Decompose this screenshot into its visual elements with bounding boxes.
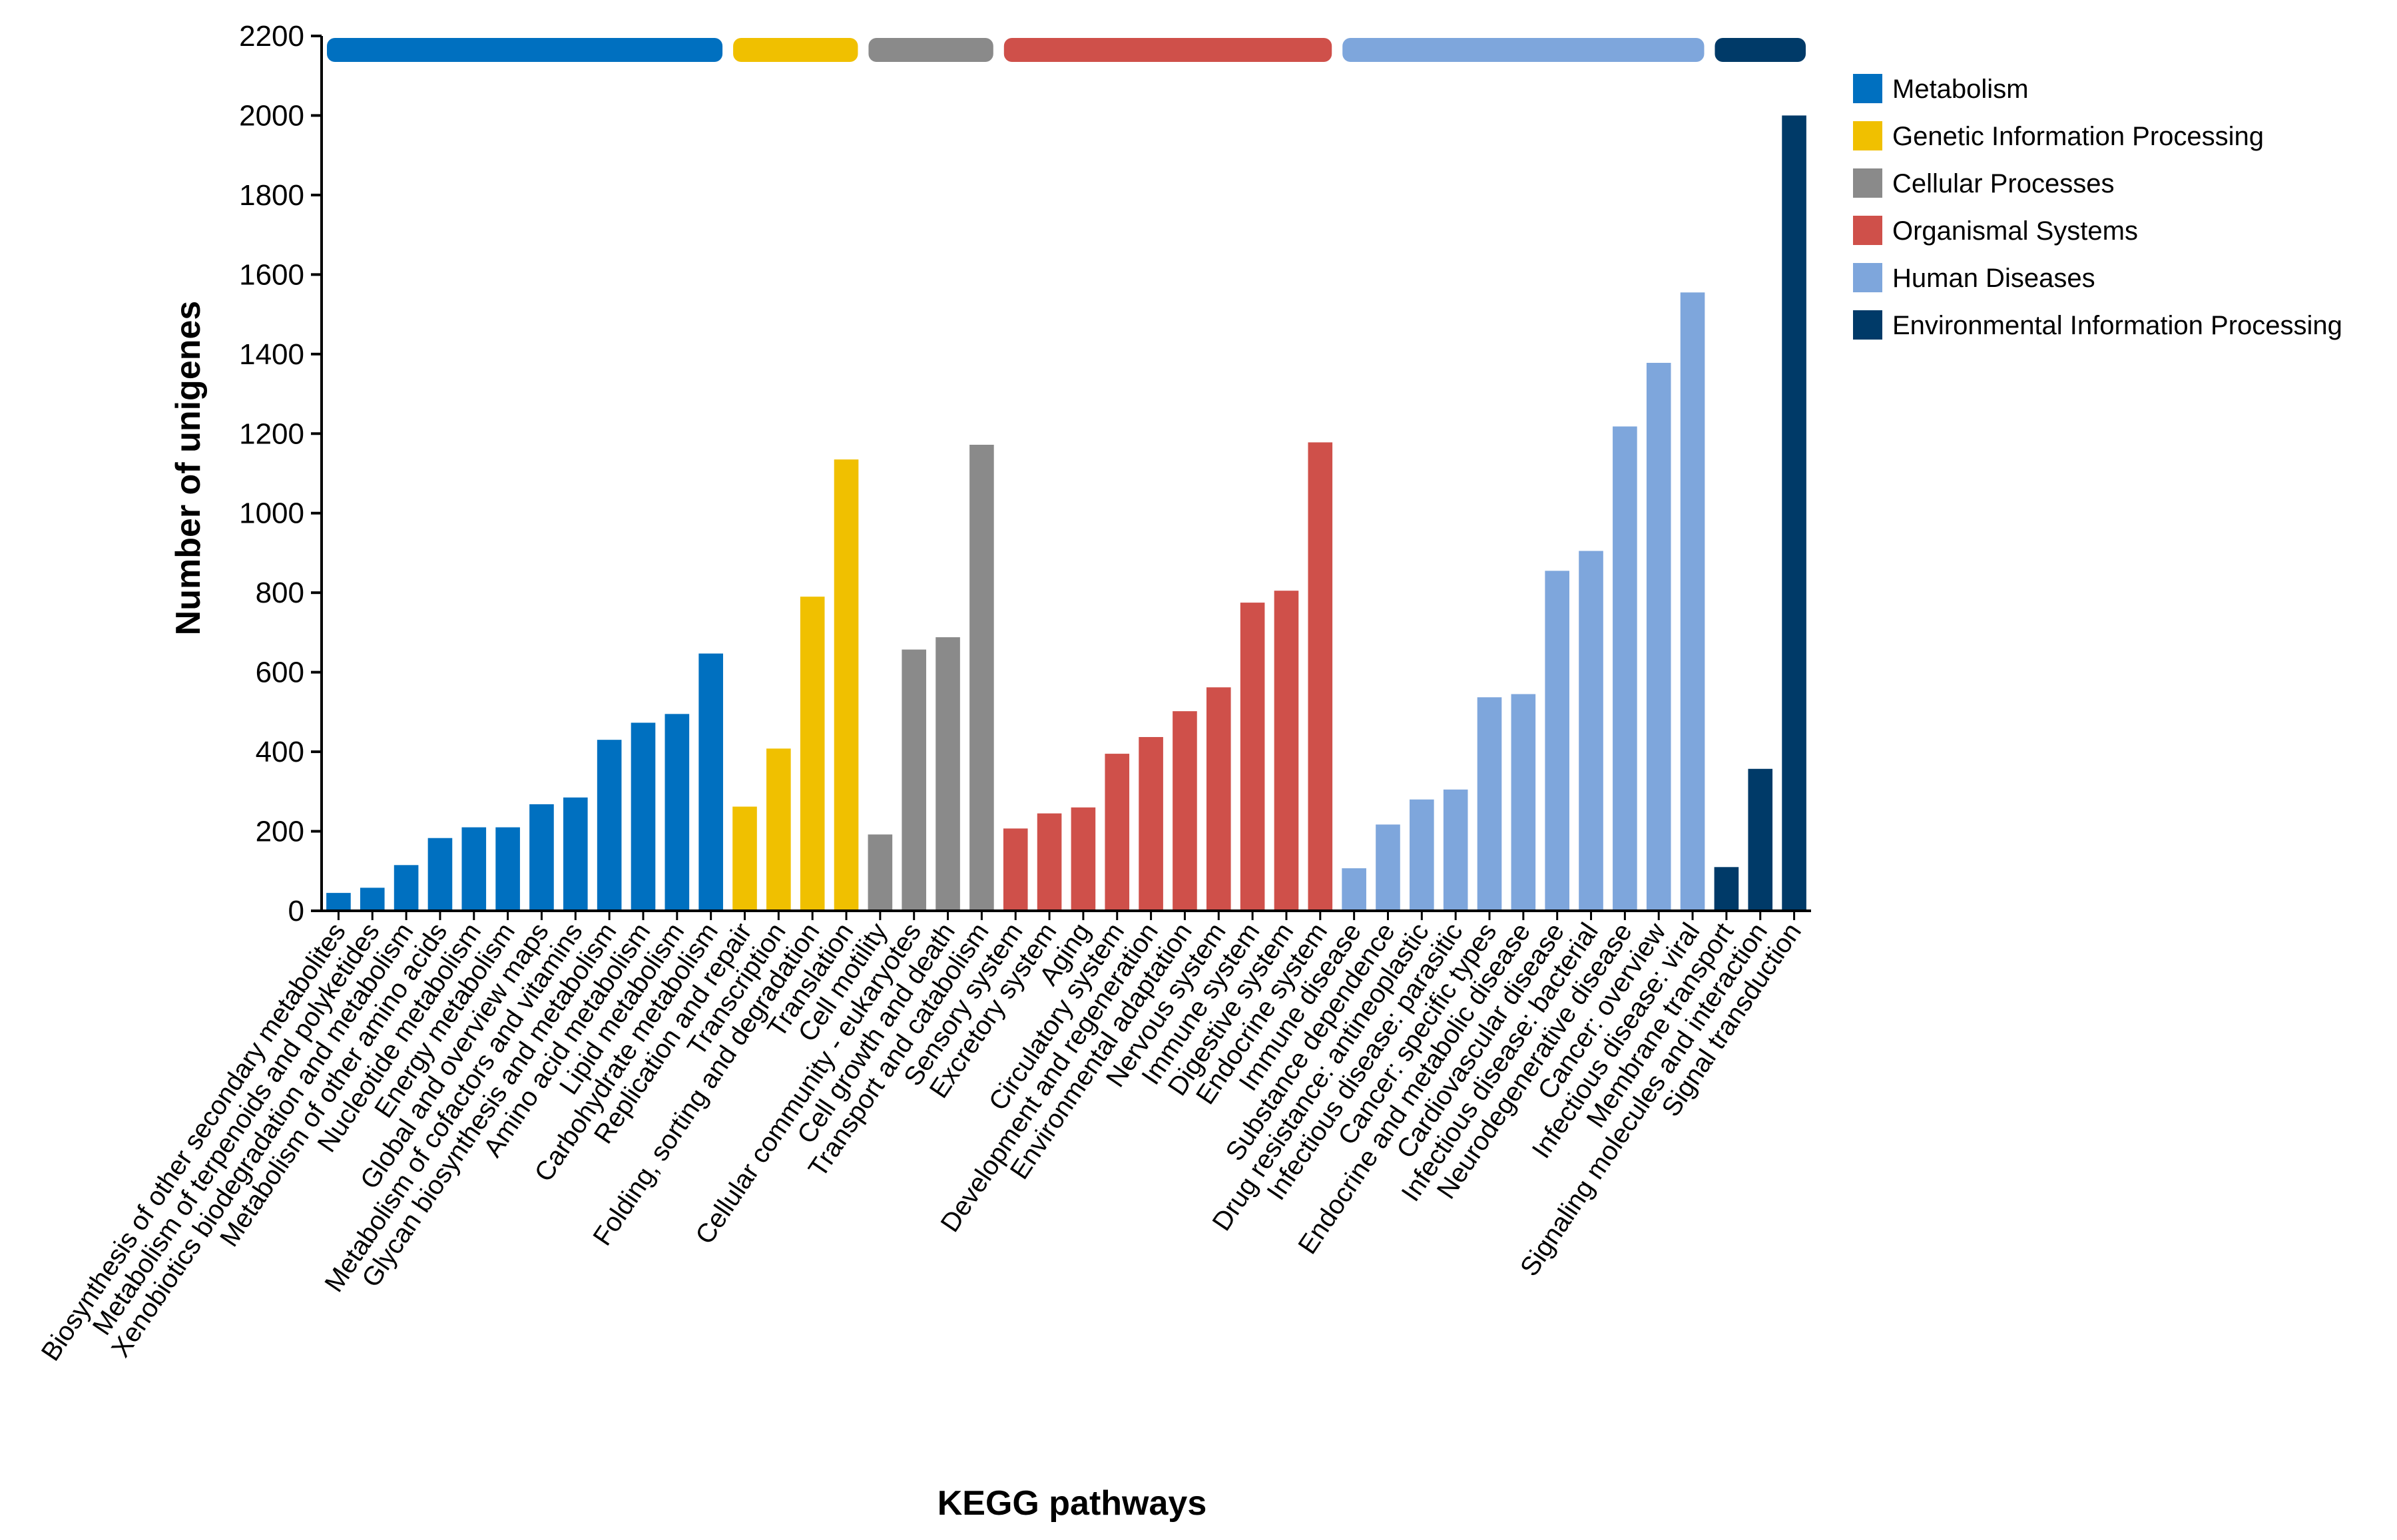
category-band — [733, 38, 858, 62]
axes — [320, 36, 1811, 912]
bar — [1511, 694, 1536, 911]
bar — [834, 459, 859, 911]
y-tick-label: 0 — [288, 895, 304, 927]
bar — [1579, 551, 1603, 911]
legend-swatch — [1853, 121, 1882, 150]
y-tick-label: 400 — [256, 736, 304, 768]
bar — [1308, 442, 1333, 911]
bar — [1545, 571, 1569, 911]
y-tick-label: 1200 — [239, 417, 304, 450]
bar — [969, 445, 994, 911]
legend-swatch — [1853, 310, 1882, 340]
y-tick-label: 1800 — [239, 179, 304, 212]
bar — [631, 722, 656, 911]
bar — [1477, 697, 1502, 911]
bar — [1782, 115, 1806, 911]
y-tick-label: 2000 — [239, 99, 304, 132]
bar — [868, 834, 893, 911]
bar — [1646, 362, 1671, 911]
bar — [1613, 426, 1637, 911]
y-ticks: 0 200 400 600 800 1000 1200 1400 1600 1800 2000 220… — [239, 20, 322, 927]
bar — [495, 827, 520, 911]
bar — [427, 838, 453, 911]
x-tick-labels: Biosynthesis of other secondary metaboli… — [36, 911, 1807, 1366]
bar — [1139, 736, 1163, 911]
bar — [1410, 799, 1434, 911]
y-tick-label: 200 — [256, 816, 304, 848]
legend-label: Environmental Information Processing — [1892, 311, 2342, 340]
category-band — [868, 38, 993, 62]
y-tick-label: 800 — [256, 577, 304, 609]
bar — [1376, 824, 1400, 911]
bar — [1206, 687, 1231, 911]
bar — [698, 653, 723, 911]
bar — [1105, 754, 1130, 911]
legend-swatch — [1853, 263, 1882, 292]
bar — [563, 797, 588, 911]
category-bands — [327, 38, 1806, 62]
legend-label: Cellular Processes — [1892, 169, 2114, 198]
bar — [1071, 807, 1096, 911]
legend-swatch — [1853, 168, 1882, 198]
bar — [1003, 828, 1028, 911]
bar — [902, 649, 927, 911]
bar — [1274, 591, 1299, 911]
bar — [766, 748, 791, 911]
legend-swatch — [1853, 74, 1882, 103]
bar — [360, 888, 385, 911]
bar — [1680, 292, 1705, 911]
category-band — [1003, 38, 1332, 62]
bar — [935, 637, 960, 911]
legend-label: Genetic Information Processing — [1892, 122, 2264, 151]
category-band — [1342, 38, 1705, 62]
y-tick-label: 1000 — [239, 497, 304, 530]
legend-swatch — [1853, 216, 1882, 245]
bar — [1443, 789, 1468, 911]
bar — [597, 740, 622, 911]
y-tick-label: 1400 — [239, 338, 304, 371]
bar — [529, 804, 554, 911]
bars — [326, 115, 1806, 911]
y-axis-title: Number of unigenes — [169, 301, 208, 636]
bar — [665, 714, 690, 911]
x-tick-label: Xenobiotics biodegradation and metabolis… — [106, 917, 419, 1362]
x-axis-title: KEGG pathways — [937, 1484, 1207, 1523]
bar — [800, 597, 825, 911]
bar — [732, 806, 757, 911]
bar — [461, 827, 487, 911]
y-tick-label: 1600 — [239, 258, 304, 291]
legend-label: Metabolism — [1892, 75, 2029, 104]
bar — [1342, 868, 1366, 911]
legend-label: Organismal Systems — [1892, 216, 2138, 246]
bar — [1748, 768, 1773, 911]
category-band — [327, 38, 723, 62]
bar — [326, 893, 351, 911]
bar — [1240, 603, 1265, 911]
legend: Metabolism Genetic Information Processing… — [1853, 74, 2342, 340]
category-band — [1715, 38, 1806, 62]
y-tick-label: 600 — [256, 656, 304, 689]
bar — [1037, 813, 1062, 911]
legend-label: Human Diseases — [1892, 264, 2095, 293]
bar — [394, 865, 419, 911]
bar — [1173, 711, 1197, 911]
y-tick-label: 2200 — [239, 20, 304, 53]
bar — [1714, 867, 1739, 911]
